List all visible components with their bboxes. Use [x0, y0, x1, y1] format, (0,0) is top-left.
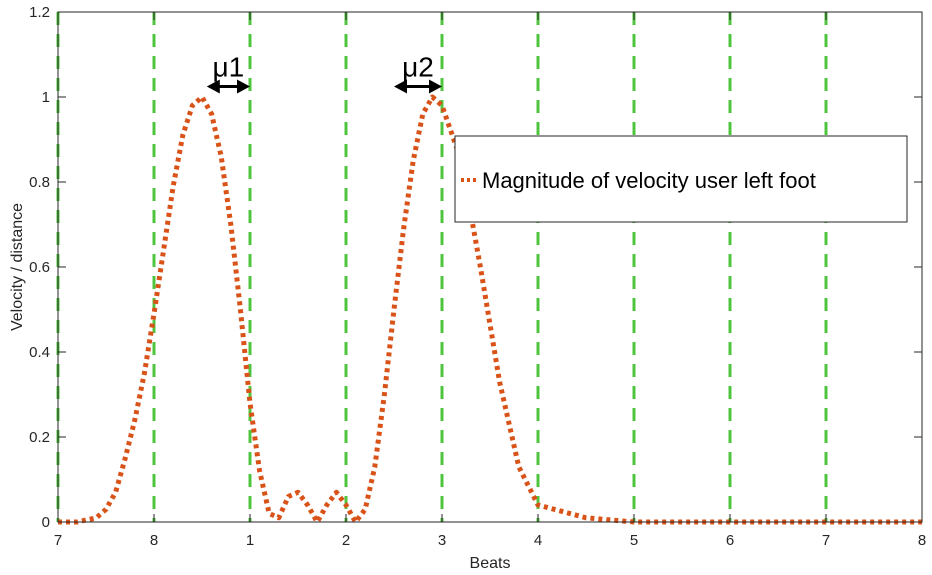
- annotations-layer: μ1 μ2: [206, 52, 442, 94]
- x-tick-label: 6: [726, 532, 734, 549]
- x-tick-label: 8: [918, 532, 926, 549]
- x-tick-label: 5: [630, 532, 638, 549]
- legend: Magnitude of velocity user left foot: [454, 135, 908, 223]
- x-axis-label: Beats: [470, 555, 511, 572]
- x-tick-label: 3: [438, 532, 446, 549]
- x-tick-label: 4: [534, 532, 542, 549]
- y-tick-label: 0.6: [29, 259, 50, 276]
- legend-label: Magnitude of velocity user left foot: [482, 168, 816, 193]
- x-axis-ticks: 7 8 1 2 3 4 5 6 7 8: [54, 12, 926, 549]
- interval-annotation: μ2: [394, 52, 442, 94]
- annotation-label: μ1: [213, 52, 245, 83]
- y-tick-label: 0.8: [29, 174, 50, 191]
- x-tick-label: 7: [54, 532, 62, 549]
- y-axis-ticks: 0 0.2 0.4 0.6 0.8 1 1.2: [29, 4, 922, 531]
- annotation-arrowhead-right: [429, 79, 442, 94]
- y-tick-label: 1: [42, 89, 50, 106]
- y-tick-label: 0.2: [29, 429, 50, 446]
- x-tick-label: 7: [822, 532, 830, 549]
- x-tick-label: 2: [342, 532, 350, 549]
- y-axis-label: Velocity / distance: [9, 203, 26, 331]
- interval-annotation: μ1: [206, 52, 250, 94]
- annotation-arrowhead-left: [206, 79, 220, 94]
- y-tick-label: 0: [42, 514, 50, 531]
- series-layer: [58, 94, 922, 525]
- beat-lines: [56, 12, 828, 522]
- annotation-label: μ2: [402, 52, 434, 83]
- x-tick-label: 1: [246, 532, 254, 549]
- series-line: [58, 94, 922, 525]
- plot-background: [58, 12, 922, 522]
- y-tick-label: 1.2: [29, 4, 50, 21]
- x-tick-label: 8: [150, 532, 158, 549]
- annotation-arrowhead-left: [394, 79, 407, 94]
- legend-box: [454, 135, 908, 223]
- annotation-arrowhead-right: [237, 79, 250, 94]
- y-tick-label: 0.4: [29, 344, 50, 361]
